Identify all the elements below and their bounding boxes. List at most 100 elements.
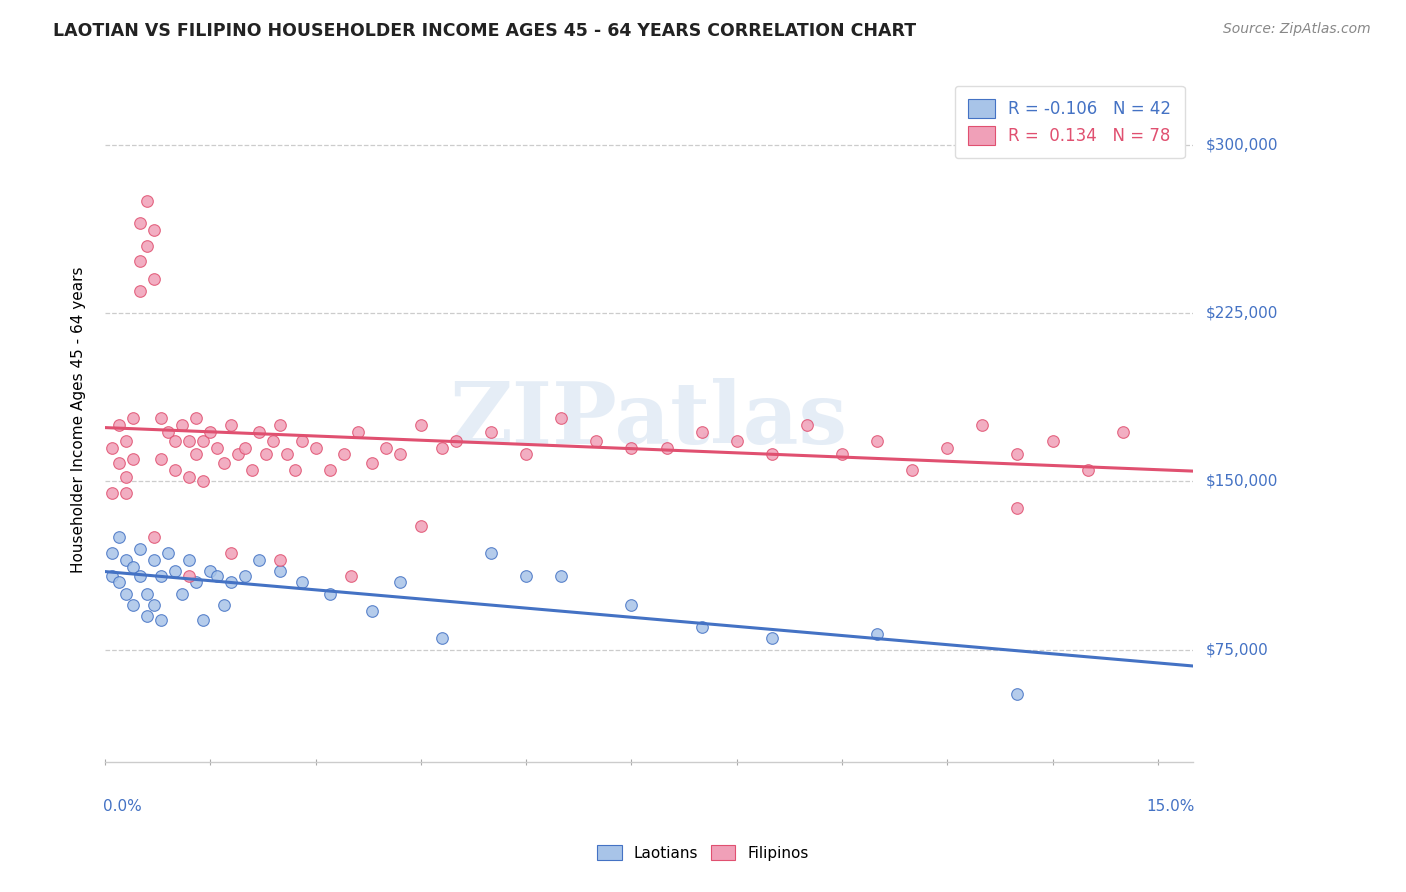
- Point: [249, 425, 271, 439]
- Point: [761, 632, 783, 646]
- Point: [430, 441, 453, 455]
- Point: [269, 418, 291, 433]
- Point: [269, 564, 291, 578]
- Point: [179, 434, 201, 448]
- Point: [136, 586, 159, 600]
- Point: [550, 568, 572, 582]
- Legend: R = -0.106   N = 42, R =  0.134   N = 78: R = -0.106 N = 42, R = 0.134 N = 78: [955, 86, 1185, 159]
- Point: [150, 614, 173, 628]
- Point: [129, 568, 152, 582]
- Point: [129, 254, 152, 268]
- Point: [214, 456, 236, 470]
- Point: [136, 194, 159, 208]
- Point: [200, 564, 222, 578]
- Point: [172, 586, 194, 600]
- Point: [585, 434, 607, 448]
- Point: [318, 586, 340, 600]
- Point: [228, 447, 250, 461]
- Point: [193, 434, 215, 448]
- Point: [242, 463, 264, 477]
- Text: ZIPatlas: ZIPatlas: [450, 377, 848, 462]
- Point: [690, 425, 713, 439]
- Point: [409, 519, 432, 533]
- Point: [936, 441, 959, 455]
- Point: [1007, 501, 1029, 516]
- Point: [186, 411, 208, 425]
- Point: [129, 284, 152, 298]
- Point: [235, 568, 257, 582]
- Point: [157, 425, 180, 439]
- Text: 15.0%: 15.0%: [1147, 799, 1195, 814]
- Point: [165, 564, 187, 578]
- Point: [318, 463, 340, 477]
- Point: [214, 598, 236, 612]
- Point: [276, 447, 298, 461]
- Point: [304, 441, 326, 455]
- Point: [179, 470, 201, 484]
- Point: [249, 553, 271, 567]
- Point: [262, 434, 284, 448]
- Point: [115, 586, 138, 600]
- Point: [136, 238, 159, 252]
- Point: [179, 568, 201, 582]
- Point: [186, 575, 208, 590]
- Point: [143, 272, 166, 286]
- Point: [388, 575, 411, 590]
- Point: [550, 411, 572, 425]
- Point: [283, 463, 305, 477]
- Point: [115, 485, 138, 500]
- Point: [655, 441, 678, 455]
- Text: $75,000: $75,000: [1206, 642, 1268, 657]
- Point: [221, 418, 243, 433]
- Point: [269, 553, 291, 567]
- Point: [136, 609, 159, 624]
- Point: [254, 447, 277, 461]
- Text: $150,000: $150,000: [1206, 474, 1278, 489]
- Point: [143, 530, 166, 544]
- Legend: Laotians, Filipinos: Laotians, Filipinos: [589, 837, 817, 868]
- Point: [1007, 447, 1029, 461]
- Point: [122, 411, 145, 425]
- Point: [479, 546, 502, 560]
- Point: [290, 575, 312, 590]
- Point: [620, 598, 643, 612]
- Point: [360, 604, 382, 618]
- Point: [143, 598, 166, 612]
- Text: 0.0%: 0.0%: [103, 799, 142, 814]
- Point: [1042, 434, 1064, 448]
- Point: [207, 568, 229, 582]
- Point: [108, 456, 131, 470]
- Point: [901, 463, 924, 477]
- Point: [388, 447, 411, 461]
- Point: [290, 434, 312, 448]
- Point: [101, 568, 124, 582]
- Text: Source: ZipAtlas.com: Source: ZipAtlas.com: [1223, 22, 1371, 37]
- Point: [796, 418, 818, 433]
- Point: [150, 451, 173, 466]
- Point: [193, 475, 215, 489]
- Point: [339, 568, 361, 582]
- Text: LAOTIAN VS FILIPINO HOUSEHOLDER INCOME AGES 45 - 64 YEARS CORRELATION CHART: LAOTIAN VS FILIPINO HOUSEHOLDER INCOME A…: [53, 22, 917, 40]
- Point: [179, 553, 201, 567]
- Point: [129, 216, 152, 230]
- Point: [866, 434, 889, 448]
- Point: [221, 546, 243, 560]
- Point: [143, 223, 166, 237]
- Point: [165, 434, 187, 448]
- Point: [1007, 688, 1029, 702]
- Text: $225,000: $225,000: [1206, 306, 1278, 320]
- Point: [129, 541, 152, 556]
- Point: [165, 463, 187, 477]
- Point: [831, 447, 853, 461]
- Point: [186, 447, 208, 461]
- Point: [122, 559, 145, 574]
- Text: $300,000: $300,000: [1206, 137, 1278, 153]
- Point: [690, 620, 713, 634]
- Point: [122, 451, 145, 466]
- Point: [1077, 463, 1099, 477]
- Point: [761, 447, 783, 461]
- Point: [409, 418, 432, 433]
- Point: [430, 632, 453, 646]
- Y-axis label: Householder Income Ages 45 - 64 years: Householder Income Ages 45 - 64 years: [72, 267, 86, 573]
- Point: [235, 441, 257, 455]
